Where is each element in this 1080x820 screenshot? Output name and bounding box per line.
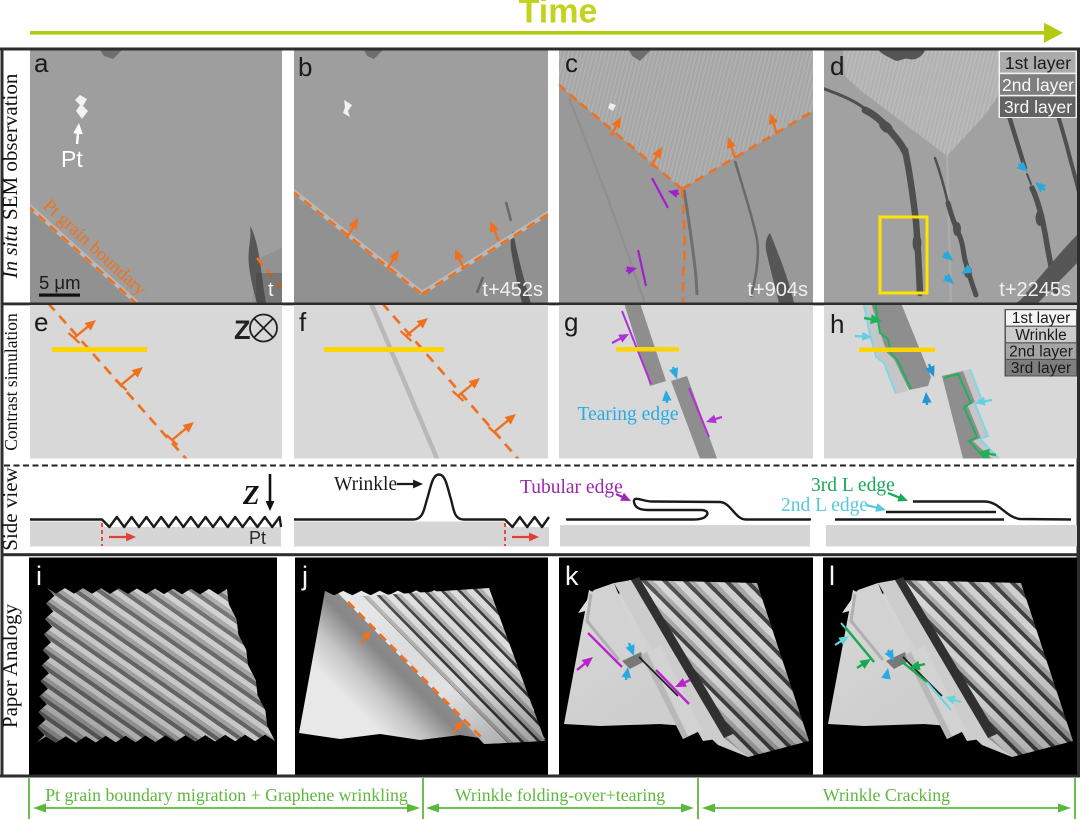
svg-text:2nd layer: 2nd layer bbox=[1002, 75, 1074, 95]
svg-text:k: k bbox=[565, 561, 579, 591]
svg-text:Wrinkle: Wrinkle bbox=[334, 474, 397, 495]
svg-text:f: f bbox=[299, 307, 307, 337]
svg-text:Wrinkle Cracking: Wrinkle Cracking bbox=[823, 785, 950, 805]
svg-text:t+452s: t+452s bbox=[482, 279, 543, 301]
svg-text:3rd layer: 3rd layer bbox=[1004, 97, 1072, 117]
svg-text:Pt grain boundary migration +: Pt grain boundary migration + Graphene w… bbox=[45, 785, 408, 805]
svg-text:Pt: Pt bbox=[61, 146, 83, 172]
svg-text:h: h bbox=[830, 309, 844, 339]
svg-text:Pt: Pt bbox=[249, 528, 266, 548]
svg-text:2nd layer: 2nd layer bbox=[1009, 343, 1073, 360]
svg-text:In situ SEM observation: In situ SEM observation bbox=[0, 73, 22, 279]
svg-text:Side view: Side view bbox=[0, 466, 22, 550]
svg-text:Tubular edge: Tubular edge bbox=[520, 477, 623, 498]
svg-text:3rd layer: 3rd layer bbox=[1011, 360, 1071, 377]
svg-text:t+904s: t+904s bbox=[747, 279, 808, 301]
svg-text:l: l bbox=[829, 561, 835, 591]
svg-text:Contrast simulation: Contrast simulation bbox=[1, 313, 21, 451]
svg-text:e: e bbox=[34, 307, 48, 337]
svg-text:b: b bbox=[298, 52, 312, 82]
svg-text:Paper Analogy: Paper Analogy bbox=[0, 603, 22, 728]
svg-text:1st layer: 1st layer bbox=[1012, 310, 1071, 327]
svg-text:Z: Z bbox=[242, 480, 260, 510]
svg-text:Time: Time bbox=[519, 0, 598, 31]
svg-text:t: t bbox=[268, 279, 274, 301]
svg-text:Wrinkle: Wrinkle bbox=[1015, 327, 1066, 344]
svg-text:j: j bbox=[301, 561, 308, 591]
svg-text:5 μm: 5 μm bbox=[39, 272, 81, 293]
svg-text:i: i bbox=[36, 561, 42, 591]
svg-text:Z: Z bbox=[234, 315, 251, 345]
svg-text:a: a bbox=[34, 48, 49, 78]
svg-text:Wrinkle folding-over+tearing: Wrinkle folding-over+tearing bbox=[455, 785, 665, 805]
svg-text:Tearing edge: Tearing edge bbox=[578, 404, 679, 425]
svg-text:g: g bbox=[564, 307, 578, 337]
svg-text:t+2245s: t+2245s bbox=[999, 279, 1071, 301]
svg-text:2nd L edge: 2nd L edge bbox=[781, 495, 868, 516]
svg-text:1st layer: 1st layer bbox=[1005, 53, 1071, 73]
svg-text:c: c bbox=[565, 48, 578, 78]
svg-text:d: d bbox=[830, 51, 844, 81]
svg-text:3rd L edge: 3rd L edge bbox=[811, 475, 895, 496]
